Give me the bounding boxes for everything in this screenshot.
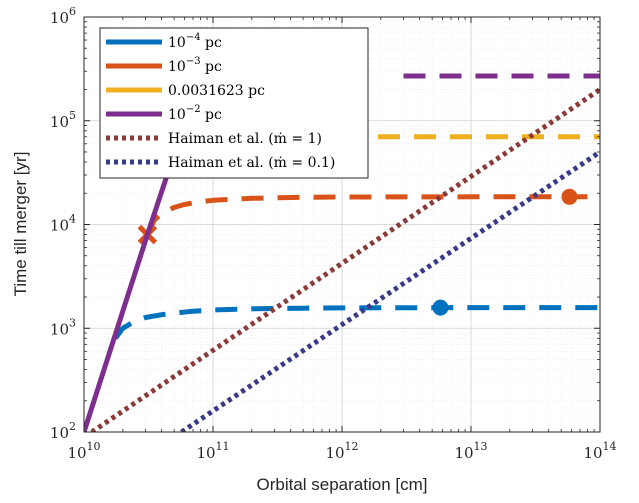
x-tick-labels: 1010 1011 1012 1013 1014: [67, 440, 616, 462]
plot-area: [84, 73, 600, 432]
legend-label-0: 10−4 pc: [168, 32, 222, 51]
legend-label-2: 0.0031623 pc: [168, 83, 265, 99]
series-marker-0: [432, 299, 449, 316]
series-line-5: [180, 149, 600, 432]
x-tick-label: 1010: [67, 440, 100, 462]
y-tick-label: 104: [50, 213, 76, 235]
y-axis-label: Time till merger [yr]: [11, 152, 30, 297]
x-tick-label: 1011: [196, 440, 229, 462]
y-tick-label: 106: [50, 5, 76, 27]
ticks: [83, 16, 601, 433]
legend-label-4: Haiman et al. (ṁ = 1): [168, 131, 322, 147]
series-line-1: [145, 194, 600, 236]
series-marker-1: [561, 188, 578, 205]
y-tick-label: 103: [50, 316, 76, 338]
legend-box: [99, 27, 369, 179]
y-tick-label: 102: [50, 420, 76, 442]
series-line-0: [113, 305, 600, 340]
x-tick-label: 1012: [325, 440, 358, 462]
y-tick-labels: 102 103 104 105 106: [50, 5, 76, 442]
legend-label-3: 10−2 pc: [168, 104, 222, 123]
legend: 10−4 pc 10−3 pc 0.0031623 pc 10−2 pc Haiman …: [99, 27, 369, 179]
x-axis-label: Orbital separation [cm]: [256, 475, 427, 494]
y-tick-label: 105: [50, 109, 76, 131]
series-line-4: [90, 87, 600, 432]
series-line-3: [84, 153, 177, 432]
legend-label-5: Haiman et al. (ṁ = 0.1): [168, 155, 335, 171]
x-tick-label: 1013: [454, 440, 487, 462]
legend-label-1: 10−3 pc: [168, 56, 222, 75]
x-tick-label: 1014: [583, 440, 616, 462]
